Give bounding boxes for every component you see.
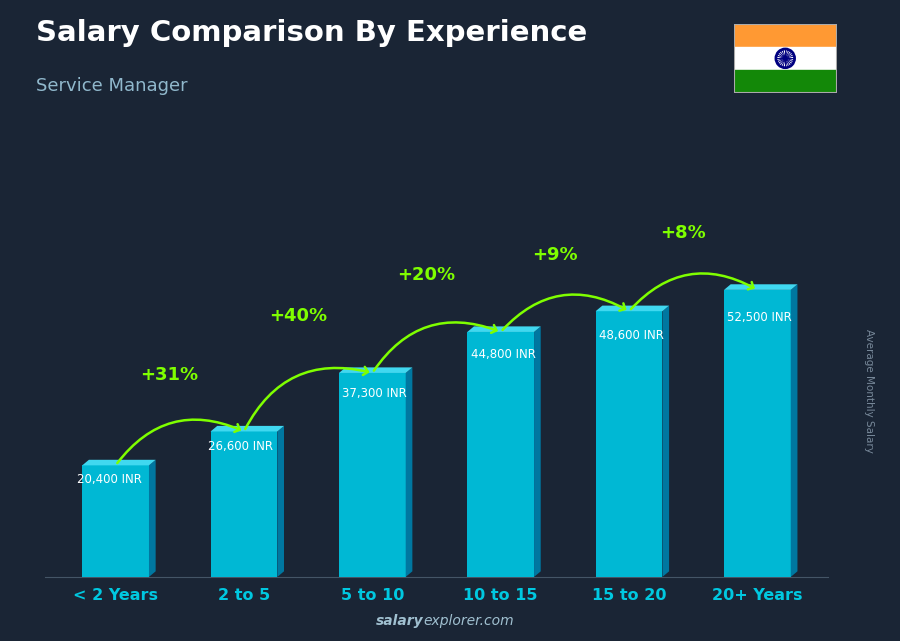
Polygon shape <box>339 373 406 577</box>
Text: Average Monthly Salary: Average Monthly Salary <box>863 329 874 453</box>
Polygon shape <box>596 311 662 577</box>
Polygon shape <box>277 426 284 577</box>
Bar <box>734 24 837 47</box>
Polygon shape <box>724 285 797 290</box>
Polygon shape <box>211 431 277 577</box>
Polygon shape <box>211 426 284 431</box>
Text: 48,600 INR: 48,600 INR <box>598 329 664 342</box>
Bar <box>734 47 837 70</box>
Polygon shape <box>82 465 149 577</box>
Text: salary: salary <box>375 614 423 628</box>
Text: +20%: +20% <box>397 267 455 285</box>
Polygon shape <box>406 367 412 577</box>
Bar <box>734 70 837 93</box>
Polygon shape <box>791 285 797 577</box>
Text: 52,500 INR: 52,500 INR <box>727 310 792 324</box>
Text: explorer.com: explorer.com <box>423 614 514 628</box>
Polygon shape <box>662 306 669 577</box>
Polygon shape <box>467 332 534 577</box>
Text: +8%: +8% <box>660 224 706 242</box>
Text: +40%: +40% <box>269 308 327 326</box>
Text: +9%: +9% <box>532 246 578 263</box>
Polygon shape <box>534 326 541 577</box>
Text: 37,300 INR: 37,300 INR <box>342 387 407 400</box>
Polygon shape <box>149 460 156 577</box>
Polygon shape <box>339 367 412 373</box>
Text: +31%: +31% <box>140 366 199 384</box>
Text: Salary Comparison By Experience: Salary Comparison By Experience <box>36 19 587 47</box>
Polygon shape <box>596 306 669 311</box>
Text: 20,400 INR: 20,400 INR <box>77 473 142 486</box>
Text: 44,800 INR: 44,800 INR <box>471 349 536 362</box>
Text: Service Manager: Service Manager <box>36 77 187 95</box>
Polygon shape <box>724 290 791 577</box>
Circle shape <box>784 56 787 60</box>
Polygon shape <box>467 326 541 332</box>
Text: 26,600 INR: 26,600 INR <box>208 440 273 453</box>
Polygon shape <box>82 460 156 465</box>
